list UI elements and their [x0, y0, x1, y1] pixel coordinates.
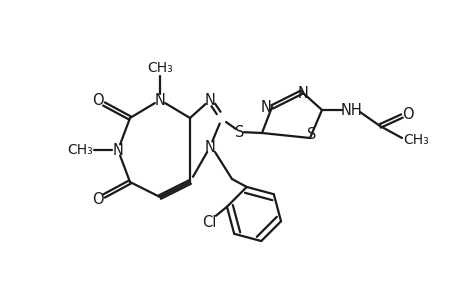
Text: S: S [235, 124, 244, 140]
Text: N: N [260, 100, 271, 115]
Text: N: N [154, 92, 165, 107]
Text: CH₃: CH₃ [147, 61, 173, 75]
Text: Cl: Cl [202, 215, 216, 230]
Text: O: O [92, 193, 104, 208]
Text: CH₃: CH₃ [67, 143, 93, 157]
Text: N: N [297, 85, 308, 100]
Text: N: N [204, 92, 215, 107]
Text: O: O [401, 106, 413, 122]
Text: N: N [204, 140, 215, 154]
Text: O: O [92, 92, 104, 107]
Text: N: N [112, 142, 123, 158]
Text: S: S [307, 127, 316, 142]
Text: NH: NH [341, 103, 362, 118]
Text: CH₃: CH₃ [402, 133, 428, 147]
